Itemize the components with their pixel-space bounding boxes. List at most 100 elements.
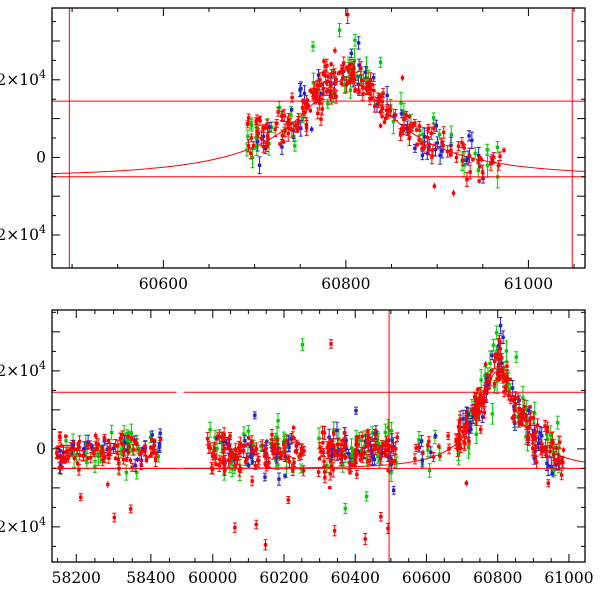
data-point: [250, 475, 255, 487]
data-point: [126, 449, 131, 456]
data-point: [490, 160, 495, 166]
data-point: [127, 443, 131, 450]
data-point: [207, 443, 211, 450]
data-point: [81, 449, 86, 462]
data-point: [473, 408, 478, 418]
data-point: [551, 440, 555, 446]
data-point: [381, 441, 385, 447]
data-point: [158, 428, 163, 439]
data-point: [527, 420, 532, 435]
data-point: [492, 353, 497, 370]
data-point: [252, 411, 257, 420]
data-point: [249, 133, 254, 143]
y-tick-label: -2×104: [0, 515, 46, 536]
data-point: [502, 372, 507, 383]
data-point: [431, 112, 436, 124]
data-point: [485, 387, 489, 392]
data-point: [64, 434, 68, 439]
data-point: [326, 88, 330, 93]
y-tick-label: 2×104: [0, 68, 46, 89]
data-point: [64, 446, 69, 459]
data-point: [148, 445, 153, 451]
data-point: [508, 395, 513, 405]
data-point: [470, 404, 475, 416]
data-point: [120, 441, 124, 447]
data-point: [346, 448, 351, 459]
data-point: [265, 132, 270, 146]
data-point: [321, 71, 326, 78]
data-point: [100, 445, 105, 450]
data-point: [533, 426, 538, 439]
data-point: [420, 139, 424, 147]
data-point: [478, 425, 483, 434]
data-point: [261, 124, 266, 133]
data-point: [407, 123, 412, 138]
data-point: [383, 451, 388, 458]
data-point: [269, 121, 274, 133]
data-point: [462, 436, 467, 451]
data-point: [490, 350, 495, 361]
data-point: [429, 150, 434, 165]
data-point: [330, 439, 334, 444]
x-tick-label: 60000: [188, 569, 237, 587]
data-point: [335, 438, 340, 451]
data-point: [219, 432, 224, 442]
data-point: [457, 430, 462, 448]
data-point: [357, 58, 362, 72]
data-point: [102, 433, 107, 442]
data-point: [305, 97, 310, 104]
data-point: [441, 126, 446, 139]
threshold-lines: [52, 8, 585, 268]
data-point: [531, 411, 536, 425]
data-point: [283, 123, 288, 138]
data-point: [404, 110, 409, 120]
data-point: [545, 428, 550, 435]
data-point: [69, 445, 74, 455]
data-point: [456, 141, 461, 152]
data-point: [276, 413, 281, 429]
data-point: [476, 386, 480, 392]
data-point: [324, 79, 329, 86]
data-point: [86, 455, 90, 462]
data-point: [476, 158, 480, 164]
data-point: [347, 455, 352, 471]
data-point: [371, 73, 376, 82]
data-point: [378, 123, 383, 129]
data-point: [496, 348, 501, 361]
data-point: [437, 443, 441, 450]
data-point: [378, 511, 383, 522]
data-point: [349, 48, 354, 59]
data-point: [364, 491, 369, 502]
data-point: [278, 141, 282, 147]
data-point: [421, 449, 425, 456]
data-point: [496, 160, 501, 171]
bottom-panel: 58200 58400 60000 60200 60400 60600 60800 61000…: [0, 309, 594, 587]
data-point: [56, 445, 60, 449]
data-point: [447, 445, 451, 451]
data-point: [71, 440, 76, 444]
data-point: [311, 91, 316, 101]
data-point: [257, 156, 262, 175]
data-point: [133, 439, 137, 444]
data-point: [246, 461, 251, 469]
data-point: [531, 428, 536, 441]
data-point: [388, 104, 393, 118]
data-point: [145, 454, 149, 462]
data-point: [116, 454, 121, 465]
data-point: [382, 119, 387, 125]
data-point: [238, 444, 243, 457]
threshold-lines: [52, 310, 585, 562]
y-tick-label: 0: [36, 148, 46, 166]
data-point: [131, 443, 136, 456]
data-point: [335, 450, 340, 460]
data-point: [63, 459, 67, 465]
data-point: [393, 108, 398, 122]
data-point: [502, 147, 506, 154]
data-point: [557, 459, 561, 467]
data-point: [249, 119, 254, 132]
data-point: [338, 69, 342, 75]
data-point: [254, 126, 259, 137]
data-point: [88, 440, 93, 450]
data-point: [322, 456, 327, 468]
